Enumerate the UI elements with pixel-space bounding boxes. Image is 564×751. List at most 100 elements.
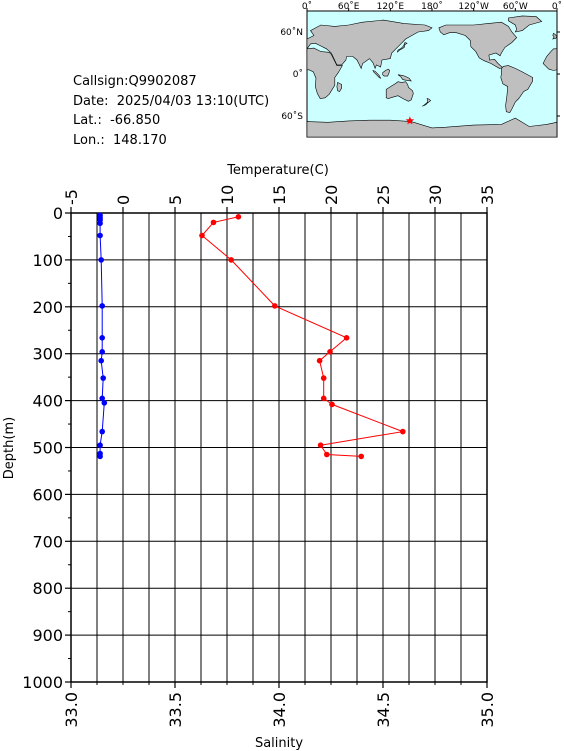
lat-value: -66.850: [110, 113, 161, 128]
temperature-profile-line: [201, 216, 405, 457]
date-value: 2025/04/03 13:10(UTC): [116, 93, 270, 109]
landmass-madagascar: [336, 81, 343, 92]
salinity-data-point: [100, 375, 106, 381]
temperature-tick-label: 0: [114, 195, 133, 205]
depth-tick-label: 300: [32, 345, 63, 364]
landmass-north-america: [438, 21, 518, 69]
salinity-tick-label: 34.0: [270, 692, 289, 728]
temperature-data-point: [316, 357, 323, 364]
temperature-tick-label: 10: [218, 185, 237, 205]
map-longitude-label: 60˚E: [338, 1, 360, 12]
temperature-tick-label: 25: [374, 185, 393, 205]
salinity-data-point: [97, 214, 103, 221]
temperature-tick-label: 5: [166, 195, 185, 205]
landmass-greenland: [508, 15, 543, 33]
map-land: [306, 15, 558, 138]
map-latitude-label: 60˚S: [281, 111, 303, 122]
map-longitude-label: 60˚W: [503, 1, 528, 12]
landmass-borneo: [382, 68, 390, 77]
depth-tick-label: 400: [32, 392, 63, 411]
lon-label: Lon.:: [73, 132, 105, 148]
map-longitude-label: 180˚: [421, 1, 443, 12]
map-longitude-label: 0˚: [552, 1, 562, 12]
depth-tick-label: 0: [53, 204, 63, 223]
salinity-data-point: [99, 303, 105, 309]
salinity-data-point: [97, 220, 103, 227]
location-map: 0˚ 60˚E 120˚E 180˚ 120˚W 60˚W 0˚ 60˚N 0˚ 60˚S: [280, 1, 562, 138]
salinity-data-point: [98, 357, 104, 364]
depth-tick-label: 600: [32, 485, 63, 504]
callsign-label: Callsign:: [73, 74, 129, 89]
salinity-axis-label: Salinity: [255, 736, 303, 751]
temperature-data-point: [400, 428, 406, 435]
depth-axis-label: Depth(m): [2, 417, 17, 479]
salinity-tick-label: 34.5: [374, 692, 393, 728]
lon-line: Lon.: 148.170: [73, 131, 269, 151]
salinity-tick-label: 33.0: [62, 692, 81, 728]
depth-tick-label: 800: [32, 579, 63, 598]
landmass-uk: [552, 32, 558, 40]
lat-label: Lat.:: [73, 113, 102, 128]
temperature-data-point: [272, 303, 278, 309]
salinity-data-point: [97, 453, 103, 460]
temperature-tick-label: -5: [62, 189, 81, 205]
depth-tick-label: 1000: [22, 673, 63, 692]
landmass-sumatra: [372, 69, 382, 79]
map-longitude-label: 120˚W: [458, 1, 489, 12]
map-latitude-label: 0˚: [293, 69, 303, 80]
landmass-eurasia: [306, 19, 433, 70]
landmass-australia: [385, 81, 414, 102]
salinity-data-point: [97, 217, 103, 223]
temperature-data-point: [228, 257, 234, 263]
landmass-africa-west: [542, 48, 558, 71]
salinity-data-point: [97, 232, 103, 239]
temperature-data-point: [320, 395, 327, 402]
landmass-antarctica: [306, 117, 558, 138]
landmass-japan: [397, 42, 408, 53]
depth-tick-label: 500: [32, 439, 63, 458]
landmass-south-america: [500, 65, 534, 113]
depth-tick-label: 900: [32, 626, 63, 645]
salinity-tick-label: 35.0: [478, 692, 497, 728]
salinity-data-point: [99, 395, 105, 402]
salinity-data-point: [97, 442, 103, 449]
salinity-data-point: [99, 349, 105, 355]
temperature-data-point: [320, 375, 327, 381]
temperature-tick-label: 20: [322, 185, 341, 205]
station-info: Callsign:Q9902087 Date: 2025/04/03 13:10…: [73, 72, 269, 150]
map-longitude-label: 120˚E: [377, 1, 405, 12]
salinity-tick-label: 33.5: [166, 692, 185, 728]
salinity-data-point: [97, 450, 103, 457]
temperature-tick-label: 30: [426, 185, 445, 205]
landmass-new-guinea: [397, 74, 412, 82]
map-latitude-label: 60˚N: [280, 27, 303, 38]
callsign-value: Q9902087: [128, 74, 197, 89]
temperature-data-point: [329, 401, 335, 408]
landmass-new-zealand: [422, 98, 432, 107]
plot-frame: [70, 212, 488, 683]
temperature-data-point: [324, 451, 330, 458]
salinity-data-point: [99, 428, 105, 435]
salinity-data-point: [99, 335, 105, 341]
lat-line: Lat.: -66.850: [73, 111, 269, 131]
salinity-data-point: [101, 400, 108, 406]
map-longitude-label: 0˚: [302, 1, 312, 12]
temperature-data-point: [235, 214, 242, 220]
temperature-data-point: [210, 219, 217, 226]
salinity-profile-line: [99, 215, 105, 457]
temperature-tick-label: 35: [478, 185, 497, 205]
date-line: Date: 2025/04/03 13:10(UTC): [73, 92, 269, 112]
salinity-data-point: [97, 212, 103, 219]
temperature-data-point: [343, 335, 350, 341]
temperature-data-point: [327, 349, 333, 355]
temperature-data-point: [317, 442, 324, 449]
date-label: Date:: [73, 93, 109, 109]
temperature-data-point: [199, 232, 205, 239]
callsign-line: Callsign:Q9902087: [73, 72, 269, 92]
landmass-africa: [306, 47, 343, 99]
temperature-axis-label: Temperature(C): [226, 163, 329, 178]
salinity-data-point: [98, 257, 104, 263]
depth-tick-label: 200: [32, 298, 63, 317]
temperature-data-point: [358, 453, 365, 460]
depth-tick-label: 700: [32, 532, 63, 551]
